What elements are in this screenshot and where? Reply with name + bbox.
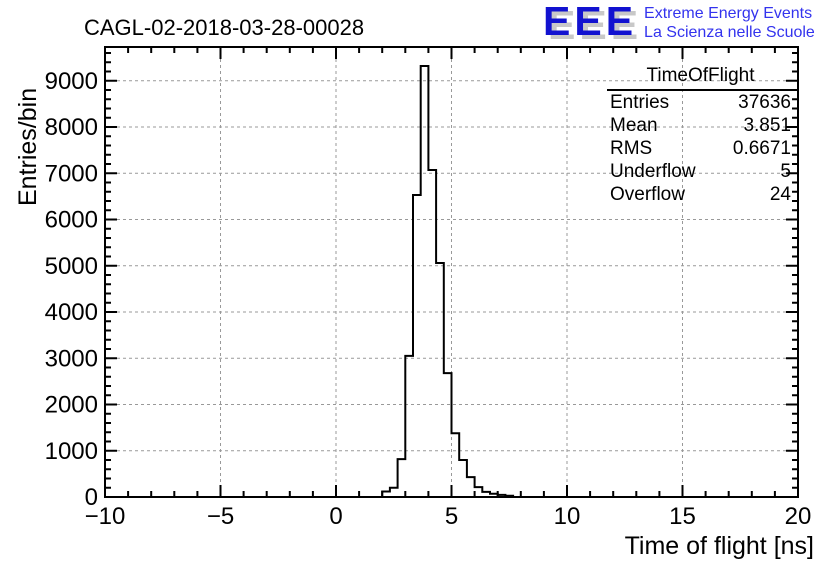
eee-logo-tagline-line2: La Scienza nelle Scuole: [644, 24, 815, 41]
stats-label: Underflow: [610, 161, 696, 182]
stats-label: Entries: [610, 92, 670, 113]
stats-row-underflow: Underflow 5: [607, 160, 794, 183]
stats-value: 24: [769, 184, 791, 205]
svg-text:20: 20: [785, 503, 812, 530]
stats-value: 0.6671: [732, 138, 791, 159]
stats-label: Mean: [610, 115, 658, 136]
svg-text:10: 10: [554, 503, 581, 530]
stats-row-mean: Mean 3.851: [607, 114, 794, 137]
stats-value: 5: [780, 161, 791, 182]
stats-row-overflow: Overflow 24: [607, 183, 794, 206]
svg-text:5000: 5000: [45, 253, 98, 280]
svg-text:2000: 2000: [45, 392, 98, 419]
stats-label: RMS: [610, 138, 653, 159]
svg-text:7000: 7000: [45, 160, 98, 187]
y-tick-labels: 0 1000 2000 3000 4000 5000 6000 7000 8000 9000: [45, 68, 98, 511]
svg-text:1000: 1000: [45, 438, 98, 465]
svg-text:9000: 9000: [45, 68, 98, 95]
stats-value: 37636: [738, 92, 791, 113]
y-axis-label: Entries/bin: [14, 87, 42, 206]
svg-text:8000: 8000: [45, 114, 98, 141]
gridlines: [105, 47, 798, 497]
stats-box: TimeOfFlight Entries 37636 Mean 3.851 RM…: [607, 64, 794, 206]
stats-box-title: TimeOfFlight: [607, 64, 794, 91]
stats-row-rms: RMS 0.6671: [607, 137, 794, 160]
stats-row-entries: Entries 37636: [607, 91, 794, 114]
eee-logo-acronym: EEE: [543, 0, 638, 44]
svg-text:5: 5: [445, 503, 458, 530]
stats-label: Overflow: [610, 184, 685, 205]
svg-text:−5: −5: [207, 503, 234, 530]
stats-value: 3.851: [743, 115, 791, 136]
eee-logo: EEE Extreme Energy Events La Scienza nel…: [543, 1, 815, 42]
svg-text:15: 15: [669, 503, 696, 530]
axis-ticks: [104, 47, 799, 498]
eee-logo-tagline-line1: Extreme Energy Events: [644, 5, 813, 22]
svg-text:6000: 6000: [45, 207, 98, 234]
x-tick-labels: −10 −5 0 5 10 15 20: [85, 503, 812, 530]
svg-text:0: 0: [85, 484, 98, 511]
svg-text:−10: −10: [85, 503, 126, 530]
plot-title: CAGL-02-2018-03-28-00028: [84, 15, 365, 40]
x-axis-label: Time of flight [ns]: [624, 532, 814, 560]
histogram-line: [381, 65, 515, 497]
svg-text:3000: 3000: [45, 345, 98, 372]
svg-text:4000: 4000: [45, 299, 98, 326]
eee-logo-tagline: Extreme Energy Events La Scienza nelle S…: [644, 4, 815, 42]
svg-text:0: 0: [329, 503, 342, 530]
